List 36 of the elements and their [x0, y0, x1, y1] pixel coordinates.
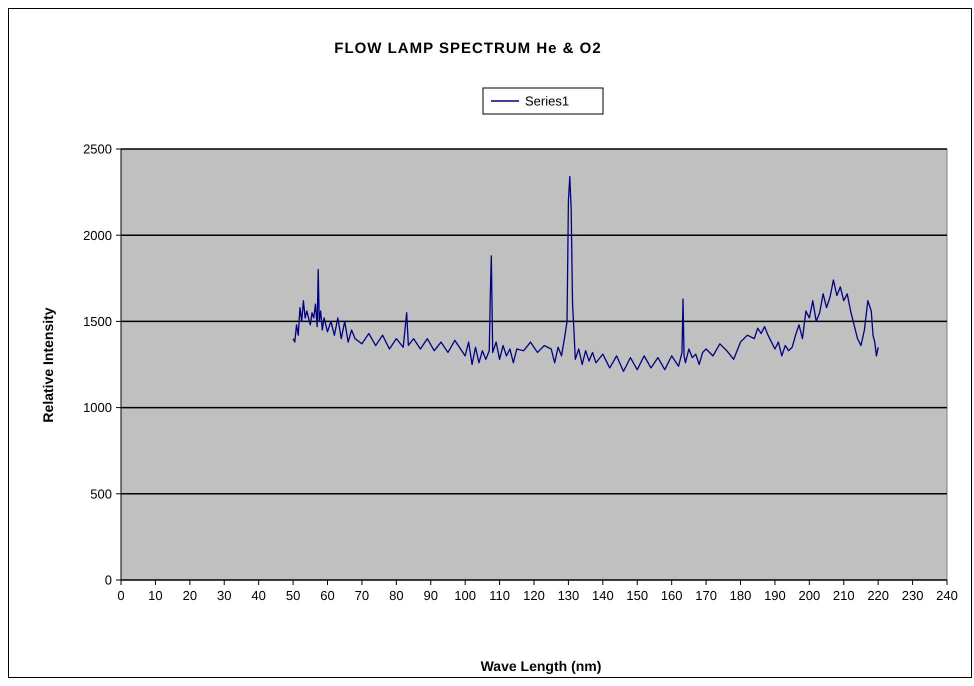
x-tick-label: 210	[832, 588, 855, 603]
x-tick-label: 40	[251, 588, 266, 603]
x-tick-label: 0	[117, 588, 125, 603]
line-series	[292, 176, 879, 372]
x-tick-label: 130	[558, 588, 580, 603]
x-tick-label: 220	[867, 588, 890, 603]
chart-title: FLOW LAMP SPECTRUM He & O2	[334, 40, 602, 57]
x-tick-label: 60	[320, 588, 335, 603]
x-tick-label: 180	[730, 588, 752, 603]
y-tick-label: 500	[90, 486, 112, 502]
x-axis-title: Wave Length (nm)	[480, 658, 602, 674]
x-tick-label: 90	[424, 588, 438, 603]
y-tick-label: 1000	[83, 400, 112, 416]
x-tick-label: 50	[286, 588, 300, 603]
x-tick-label: 80	[389, 588, 404, 603]
x-tick-label: 120	[523, 588, 545, 603]
x-tick-label: 140	[592, 588, 614, 603]
x-tick-label: 100	[454, 588, 476, 603]
x-tick-label: 240	[936, 588, 958, 603]
x-tick-label: 110	[489, 588, 510, 603]
y-tick-label: 1500	[83, 314, 112, 329]
x-tick-label: 230	[902, 588, 924, 603]
x-tick-label: 200	[798, 588, 820, 603]
x-tick-label: 10	[148, 588, 163, 603]
x-tick-label: 70	[354, 588, 370, 603]
x-tick-label: 20	[182, 588, 198, 603]
x-tick-label: 190	[764, 588, 786, 603]
y-tick-label: 2500	[83, 142, 112, 157]
x-tick-label: 150	[626, 588, 648, 603]
x-tick-label: 160	[660, 588, 683, 603]
legend-label: Series1	[525, 94, 570, 109]
y-tick-label: 0	[104, 572, 112, 588]
x-tick-label: 30	[217, 588, 232, 603]
x-tick-label: 170	[695, 588, 717, 603]
y-axis-title: Relative Intensity	[40, 307, 56, 423]
y-tick-label: 2000	[83, 228, 112, 243]
